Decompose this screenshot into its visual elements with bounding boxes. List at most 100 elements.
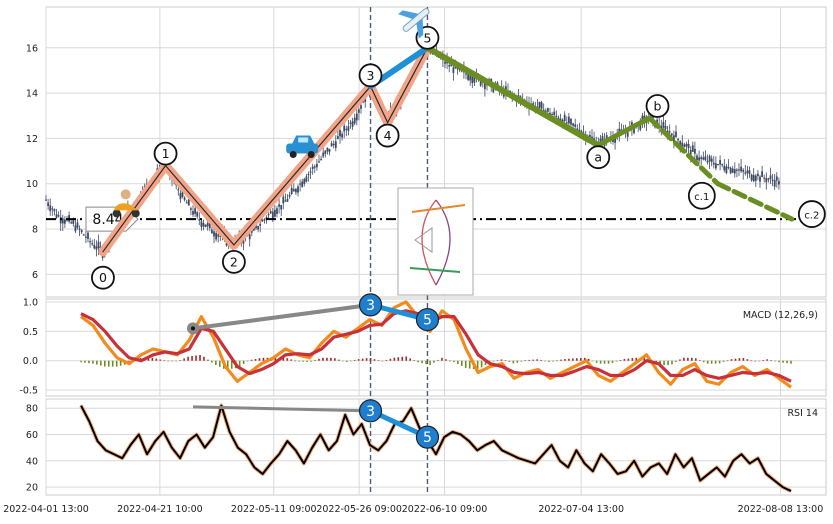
candle [715,163,717,169]
candle [471,76,474,84]
macd-histogram-bar [417,360,419,363]
macd-histogram-bar [322,357,324,361]
macd-histogram-bar [512,360,515,364]
candle [662,121,665,128]
macd-histogram-bar [445,359,447,361]
wave-zigzag [164,164,235,246]
candle [565,122,568,124]
macd-histogram-bar [175,360,177,362]
macd-histogram-bar [544,360,546,362]
candle [345,128,348,131]
macd-histogram-bar [695,358,697,361]
macd-histogram-bar [262,357,265,361]
candle [685,143,688,147]
candle [82,234,85,236]
candle [364,96,367,102]
car-icon [286,135,319,158]
candle [733,169,736,174]
candle [759,176,761,182]
candle [269,211,272,214]
macd-histogram-bar [254,358,257,361]
macd-histogram-bar [746,359,749,361]
candle [570,118,572,125]
macd-histogram-bar [583,357,586,361]
macd-histogram-bar [302,360,304,362]
macd-histogram-bar [536,359,538,361]
candle [568,116,570,124]
candle [538,101,541,108]
macd-histogram-bar [460,360,463,366]
wave-segment-a [424,44,602,149]
candle [710,158,713,163]
macd-histogram-bar [528,359,531,361]
macd-histogram-bar [504,360,507,362]
candle [311,166,314,169]
macd-histogram-bar [520,360,523,362]
rsi-line [80,404,792,492]
candle [215,233,217,240]
candle [51,208,54,210]
macd-histogram-bar [722,360,725,362]
macd-tick-label: 0.0 [23,356,38,367]
candle [746,170,749,174]
macd-histogram-bar [92,360,94,364]
rsi-tick-label: 60 [26,430,38,441]
candle [242,238,245,244]
candle [89,241,91,243]
wave-label-3: 3 [358,63,383,88]
macd-histogram-bar [100,360,102,366]
candle [696,155,698,161]
candle [599,138,602,143]
inset-frame [397,187,474,296]
candle [778,181,780,185]
macd-histogram-bar [742,357,745,361]
candle [213,231,215,237]
rsi-divergence-gray [192,405,371,413]
rsi-tick-label: 20 [26,483,38,494]
candle [675,131,677,138]
macd-histogram-bar [179,360,181,361]
candle [177,189,180,191]
macd-histogram-bar [238,360,241,367]
candle [76,222,79,228]
candle [305,176,308,182]
candle [248,234,251,240]
candle [61,218,64,224]
macd-histogram-bar [207,359,209,361]
candle [677,138,679,141]
wave-zigzag [387,47,429,124]
macd-histogram-bar [349,360,352,362]
macd-histogram-bar [726,360,729,362]
macd-histogram-bar [476,360,479,370]
macd-histogram-bar [687,357,689,361]
wave-label-text: 5 [423,30,431,45]
macd-histogram-bar [88,360,90,364]
candle [473,77,476,83]
candle [750,174,753,181]
candle [748,170,751,174]
candle [761,171,763,178]
macd-histogram-bar [595,360,598,363]
macd-divergence-text: 5 [423,313,432,329]
candle [202,222,205,227]
wave-label-text: c.2 [804,211,819,222]
macd-histogram-bar [421,360,423,364]
candle [290,187,293,194]
x-tick-label: 2022-05-26 09:00 [316,504,402,515]
rsi-divergence-circle [358,399,383,423]
rsi-divergence-text: 5 [423,430,432,446]
candle [465,73,467,75]
macd-histogram-bar [437,360,439,361]
candle [765,178,768,183]
candle [702,157,705,160]
candle [652,114,654,121]
macd-divergence-circle [358,293,383,317]
rsi-panel [45,398,827,496]
macd-histogram-bar [242,360,245,364]
macd-histogram-bar [599,360,602,364]
wave-segment-c2 [715,181,795,222]
candle [284,200,287,202]
car-window [298,137,309,143]
candle [691,145,694,152]
candle [689,150,692,156]
